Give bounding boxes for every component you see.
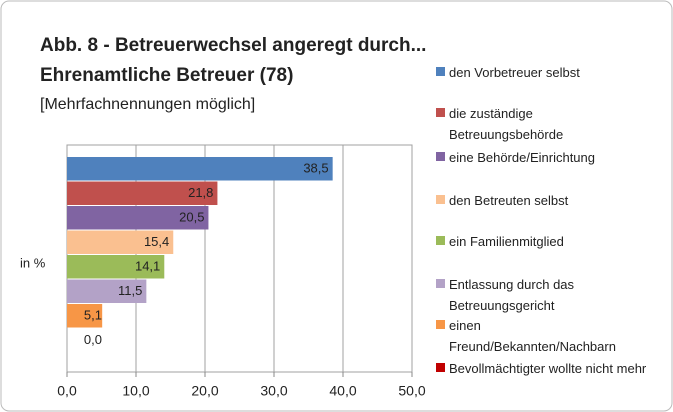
- value-label: 20,5: [179, 209, 204, 224]
- legend-item: die zuständige Betreuungsbehörde: [434, 103, 649, 145]
- legend-swatch: [436, 279, 445, 288]
- x-tick-label: 20,0: [191, 383, 218, 399]
- legend-item: eine Behörde/Einrichtung: [434, 147, 649, 168]
- legend-swatch: [436, 67, 445, 76]
- legend-label: eine Behörde/Einrichtung: [449, 150, 595, 165]
- legend-item: Entlassung durch das Betreuungsgericht: [434, 274, 649, 316]
- legend-swatch: [436, 363, 445, 372]
- bar: [67, 230, 174, 254]
- legend-swatch: [436, 236, 445, 245]
- legend-label: Bevollmächtigter wollte nicht mehr: [449, 361, 647, 376]
- chart-subtitle: [Mehrfachnennungen möglich]: [40, 96, 255, 113]
- bar: [67, 255, 165, 279]
- x-tick-label: 0,0: [57, 383, 77, 399]
- legend-label: die zuständige Betreuungsbehörde: [449, 106, 564, 142]
- bar: [67, 181, 218, 205]
- x-tick-label: 10,0: [122, 383, 149, 399]
- value-label: 14,1: [135, 258, 160, 273]
- legend-item: den Vorbetreuer selbst: [434, 62, 649, 83]
- value-label: 5,1: [84, 307, 102, 322]
- legend-item: einen Freund/Bekannten/Nachbarn: [434, 315, 649, 357]
- bar: [67, 157, 333, 181]
- value-label: 11,5: [118, 283, 142, 298]
- value-label: 38,5: [303, 160, 328, 175]
- legend-item: ein Familienmitglied: [434, 231, 649, 252]
- legend-swatch: [436, 195, 445, 204]
- legend-swatch: [436, 108, 445, 117]
- legend-item: Bevollmächtigter wollte nicht mehr: [434, 358, 649, 379]
- legend-label: Entlassung durch das Betreuungsgericht: [449, 277, 575, 313]
- bar: [67, 304, 103, 328]
- value-label: 15,4: [144, 234, 169, 249]
- legend-swatch: [436, 152, 445, 161]
- legend-label: den Vorbetreuer selbst: [449, 65, 580, 80]
- legend-label: einen Freund/Bekannten/Nachbarn: [449, 318, 616, 354]
- legend-swatch: [436, 320, 445, 329]
- legend-item: den Betreuten selbst: [434, 190, 649, 211]
- legend-label: den Betreuten selbst: [449, 193, 569, 208]
- bar: [67, 279, 147, 303]
- x-tick-label: 30,0: [260, 383, 287, 399]
- chart-title: Abb. 8 - Betreuerwechsel angeregt durch.…: [40, 35, 426, 56]
- chart-subtitle-bold: Ehrenamtliche Betreuer (78): [40, 65, 293, 86]
- bar: [67, 206, 209, 230]
- legend-label: ein Familienmitglied: [449, 234, 564, 249]
- value-label: 21,8: [188, 185, 213, 200]
- y-axis-label: in %: [20, 255, 46, 270]
- value-label: 0,0: [84, 332, 102, 347]
- x-tick-label: 50,0: [398, 383, 425, 399]
- x-tick-label: 40,0: [329, 383, 356, 399]
